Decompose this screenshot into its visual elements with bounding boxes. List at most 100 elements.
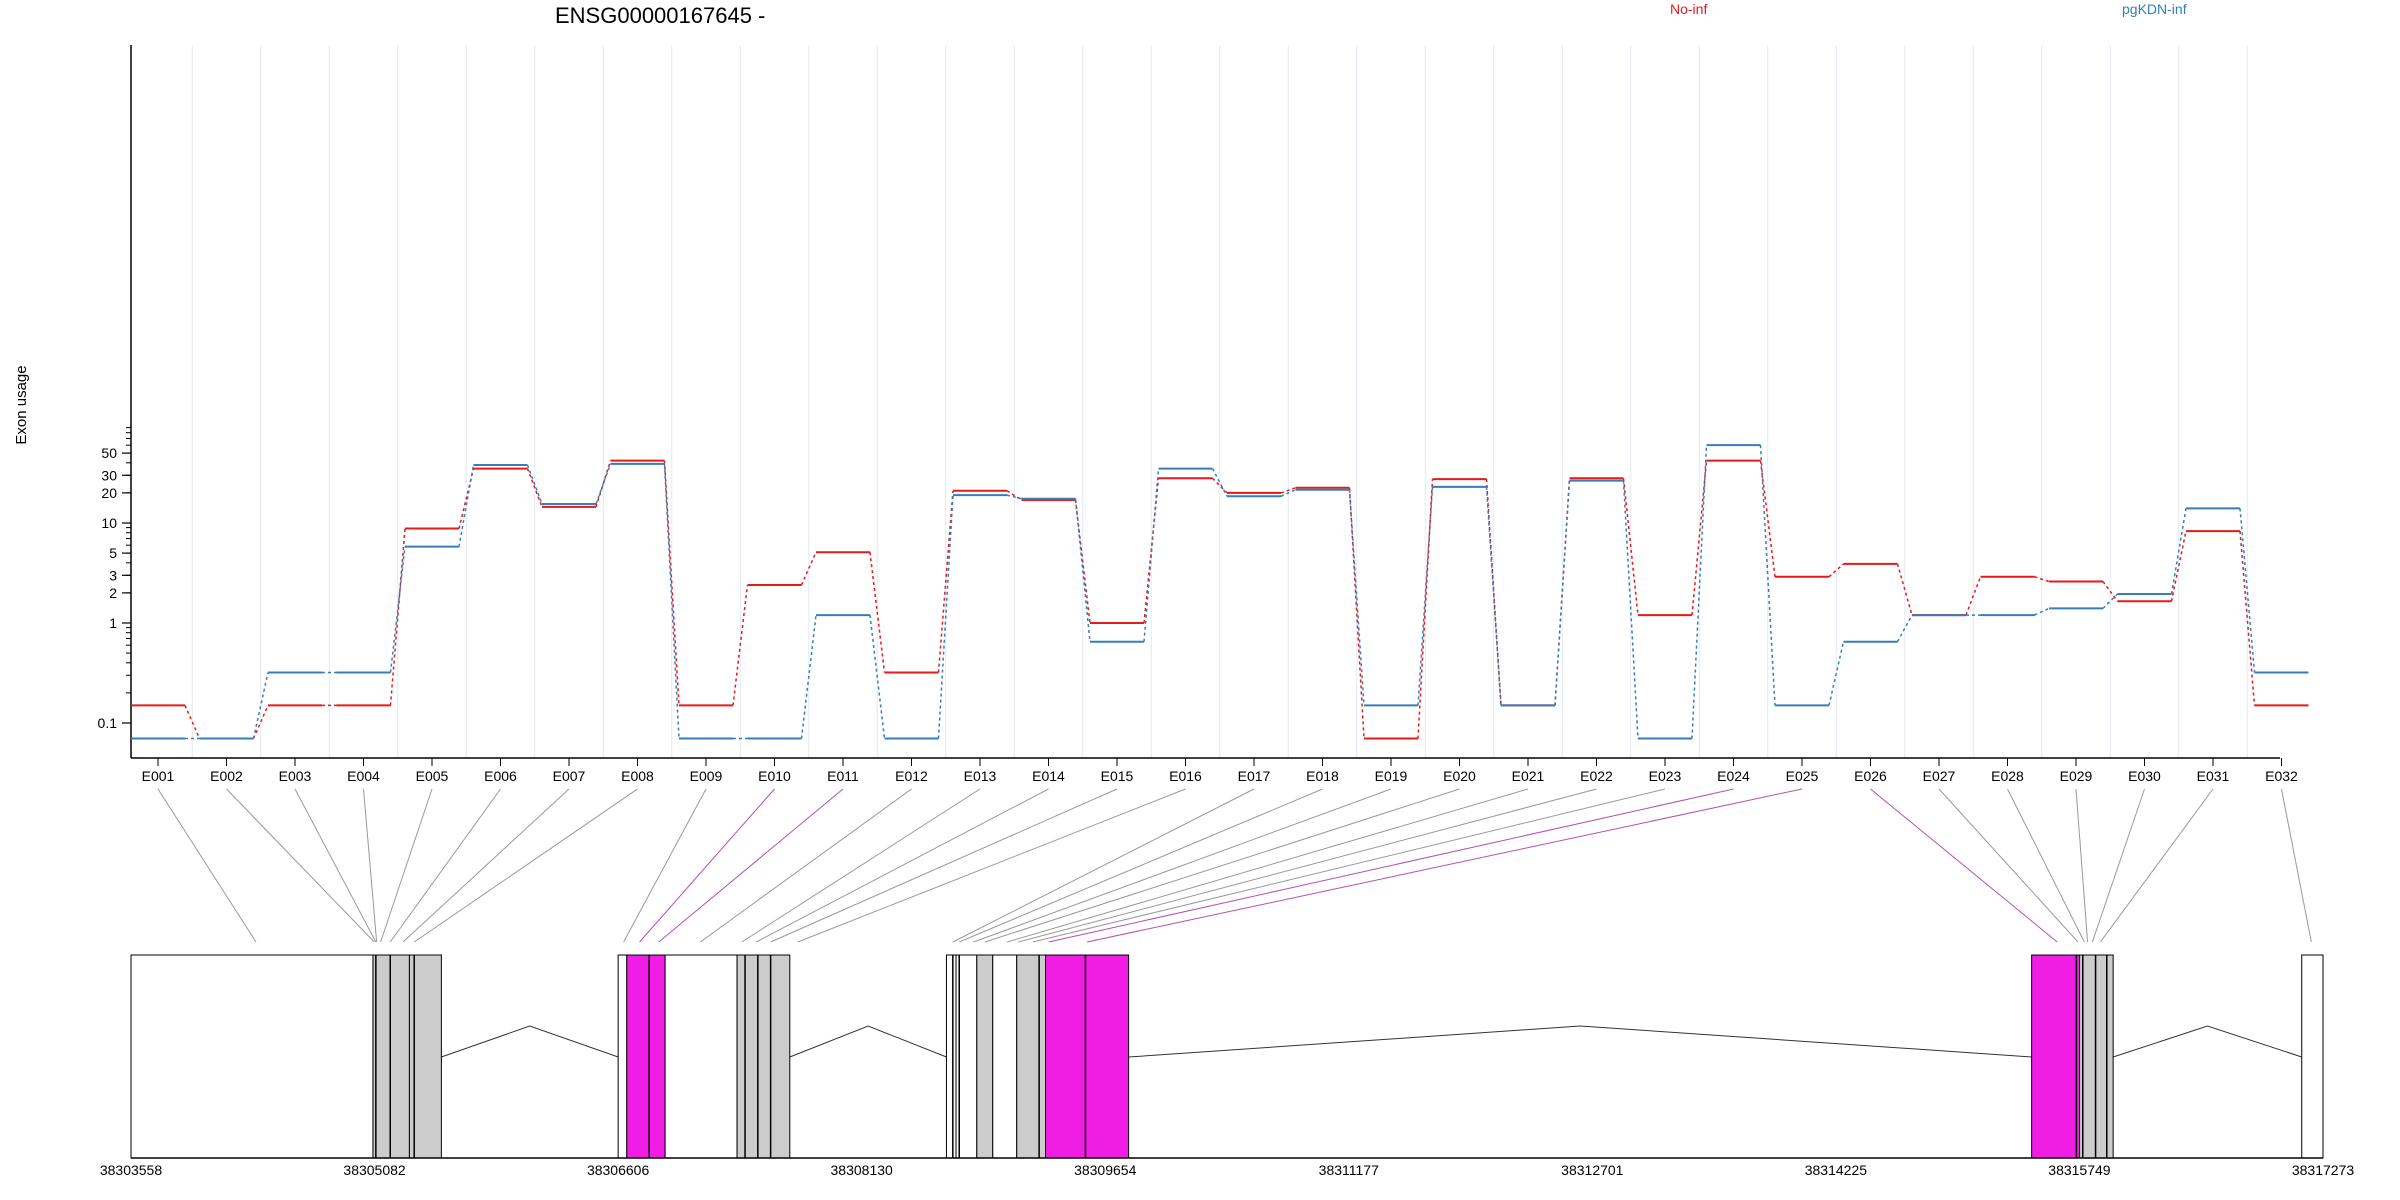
- exon-box: [945, 954, 957, 1159]
- series-connector: [663, 463, 680, 739]
- exon-box: [2031, 954, 2081, 1159]
- x-tick-label: E015: [1101, 768, 1134, 784]
- exon-box: [1045, 954, 1130, 1159]
- series-connector: [595, 463, 612, 505]
- genomic-axis: 38303558 38305082 38306606 38308130 38309654…: [100, 1157, 2354, 1178]
- y-tick-label: 1: [109, 615, 117, 631]
- x-tick-label: E024: [1717, 768, 1750, 784]
- exon-link-line: [623, 788, 707, 943]
- x-tick-label: E016: [1169, 768, 1202, 784]
- y-tick-label: 50: [101, 445, 117, 461]
- exon-link-line: [2075, 788, 2089, 943]
- x-tick-label: E022: [1580, 768, 1613, 784]
- series-connector: [1417, 486, 1434, 706]
- exon-link-line: [973, 788, 1392, 943]
- series-connector: [1211, 468, 1228, 497]
- exon-link-line: [1938, 788, 2079, 943]
- exon-link-line: [959, 788, 1323, 943]
- series-connector: [1622, 480, 1639, 739]
- series-connector: [1348, 489, 1365, 706]
- series-lines: [131, 444, 2309, 740]
- series-connector: [1965, 576, 1982, 616]
- series-connector: [2034, 576, 2050, 583]
- y-tick-label: 5: [109, 545, 117, 561]
- series-connector: [800, 614, 817, 739]
- x-tick-label: E025: [1786, 768, 1819, 784]
- series-connector: [1074, 499, 1091, 624]
- exon-box: [626, 954, 666, 1159]
- exon-axis: E001 E002 E003 E004 E005 E006 E007 E008 E009 E010…: [131, 757, 2298, 784]
- series-pgkdn-inf: [131, 444, 2309, 740]
- x-tick-label: E010: [758, 768, 791, 784]
- x-tick-label: E013: [964, 768, 997, 784]
- x-tick-label: E021: [1512, 768, 1545, 784]
- series-connector: [1554, 480, 1571, 706]
- intron-line: [1128, 1025, 2032, 1058]
- exon-link-line: [700, 788, 912, 943]
- exon-link-line: [639, 788, 775, 943]
- x-tick-label: E002: [210, 768, 243, 784]
- exon-link-line: [2091, 788, 2145, 943]
- genomic-tick-label: 38309654: [1074, 1162, 1137, 1178]
- x-tick-label: E020: [1443, 768, 1476, 784]
- exon-link-line: [770, 788, 1118, 943]
- x-tick-label: E027: [1923, 768, 1956, 784]
- x-tick-label: E032: [2265, 768, 2298, 784]
- x-tick-label: E029: [2060, 768, 2093, 784]
- exon-box: [130, 954, 374, 1159]
- x-tick-label: E017: [1238, 768, 1271, 784]
- series-connector: [2239, 531, 2256, 706]
- exon-link-line: [2281, 788, 2312, 943]
- x-tick-label: E014: [1032, 768, 1065, 784]
- x-tick-label: E003: [279, 768, 312, 784]
- series-connector: [937, 495, 954, 739]
- exon-box: [2079, 954, 2114, 1159]
- series-connector: [732, 584, 749, 706]
- genomic-tick-label: 38315749: [2048, 1162, 2111, 1178]
- exon-link-line: [380, 788, 433, 943]
- legend-label-no-inf: No-inf: [1670, 1, 1707, 17]
- exon-box: [992, 954, 1018, 1159]
- series-connector: [458, 464, 475, 547]
- intron-line: [441, 1025, 619, 1058]
- series-connector: [663, 460, 680, 706]
- x-tick-label: E026: [1854, 768, 1887, 784]
- x-tick-label: E018: [1306, 768, 1339, 784]
- exon-link-line: [2099, 788, 2214, 943]
- gene-model: [130, 954, 2324, 1159]
- x-tick-label: E028: [1991, 768, 2024, 784]
- exon-link-line: [1018, 788, 1597, 943]
- exon-link-line: [1086, 788, 1803, 943]
- x-tick-label: E012: [895, 768, 928, 784]
- genomic-tick-label: 38311177: [1319, 1162, 1379, 1178]
- exon-link-line: [402, 788, 570, 943]
- series-connector: [2034, 607, 2050, 616]
- genomic-tick-label: 38314225: [1805, 1162, 1868, 1178]
- exon-link-line: [1870, 788, 2058, 943]
- series-connector: [1759, 460, 1776, 577]
- exon-box: [664, 954, 738, 1159]
- exon-link-line: [756, 788, 1049, 943]
- intron-line: [2112, 1025, 2302, 1058]
- series-connector: [2170, 508, 2187, 595]
- x-tick-label: E005: [416, 768, 449, 784]
- series-connector: [1828, 641, 1845, 706]
- series-connector: [1691, 445, 1708, 739]
- series-connector: [1280, 487, 1296, 494]
- y-tick-label: 10: [101, 515, 117, 531]
- genomic-tick-label: 38308130: [831, 1162, 894, 1178]
- exon-links: [157, 788, 2312, 943]
- x-tick-label: E031: [2197, 768, 2230, 784]
- series-connector: [526, 464, 543, 505]
- y-tick-label: 0.1: [98, 715, 118, 731]
- series-connector: [1896, 614, 1913, 643]
- exon-box: [2301, 954, 2324, 1159]
- x-tick-label: E019: [1375, 768, 1408, 784]
- series-connector: [937, 490, 954, 673]
- x-tick-label: E009: [690, 768, 723, 784]
- exon-box: [976, 954, 994, 1159]
- exon-link-line: [363, 788, 378, 943]
- x-tick-label: E004: [347, 768, 380, 784]
- x-tick-label: E023: [1649, 768, 1682, 784]
